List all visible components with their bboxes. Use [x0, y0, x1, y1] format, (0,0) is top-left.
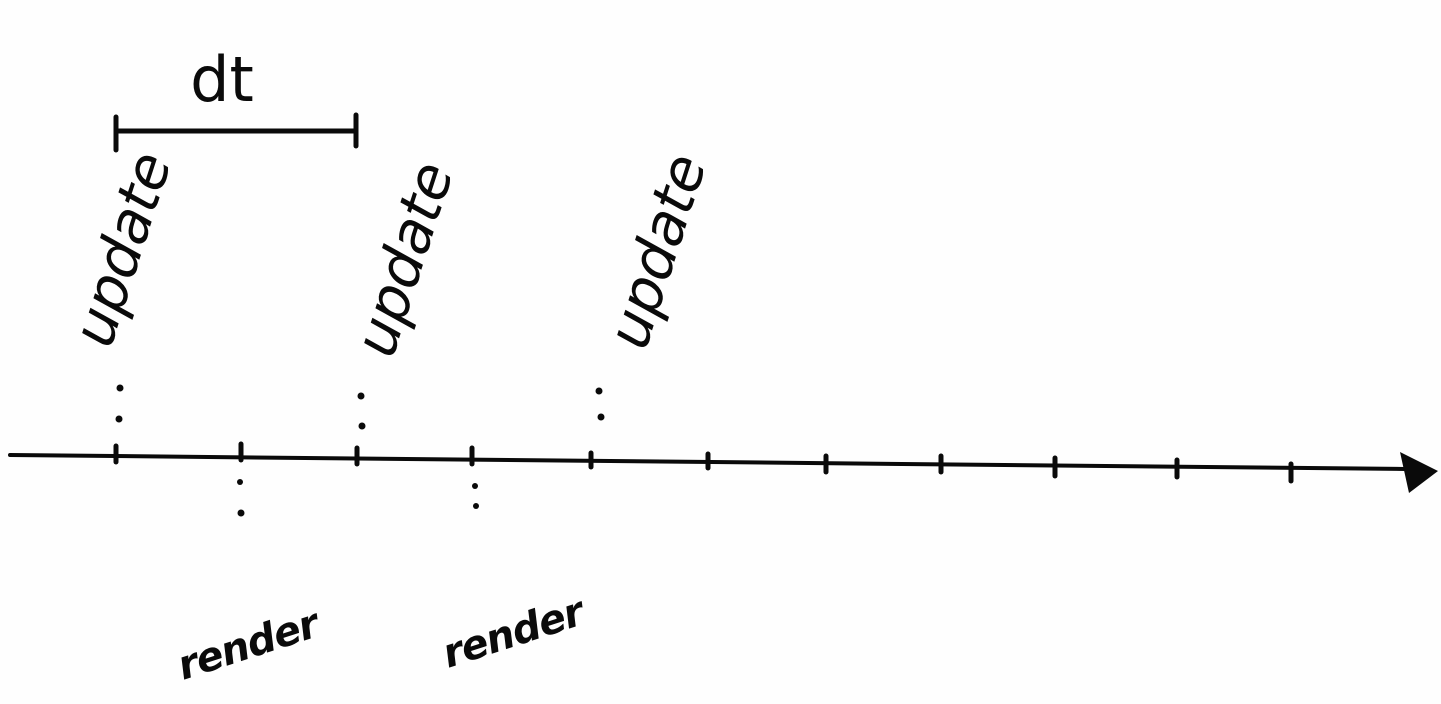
connector-dot [357, 392, 365, 400]
render-connector [237, 479, 245, 517]
connector-dot [237, 479, 243, 485]
update-connector [115, 384, 124, 423]
update-label: update [59, 145, 185, 355]
dt-label: dt [190, 43, 254, 116]
dt-bracket [113, 112, 359, 153]
connector-dot [115, 415, 123, 423]
render-connectors [237, 479, 479, 517]
render-label: render [172, 600, 327, 690]
connector-dot [237, 509, 245, 517]
connector-dot [116, 384, 124, 392]
render-label: render [437, 588, 592, 678]
timeline-axis [8, 452, 1438, 493]
update-connector [595, 387, 605, 421]
connector-dot [595, 387, 603, 395]
update-label: update [341, 155, 467, 365]
connector-dot [597, 413, 605, 421]
arrow-head-icon [1400, 452, 1438, 493]
connector-dot [473, 503, 479, 509]
update-connectors [115, 384, 605, 430]
render-connector [472, 483, 479, 509]
update-connector [357, 392, 366, 430]
update-label: update [594, 147, 720, 357]
timeline-ticks [113, 441, 1294, 484]
connector-dot [472, 483, 478, 489]
connector-dot [358, 422, 366, 430]
